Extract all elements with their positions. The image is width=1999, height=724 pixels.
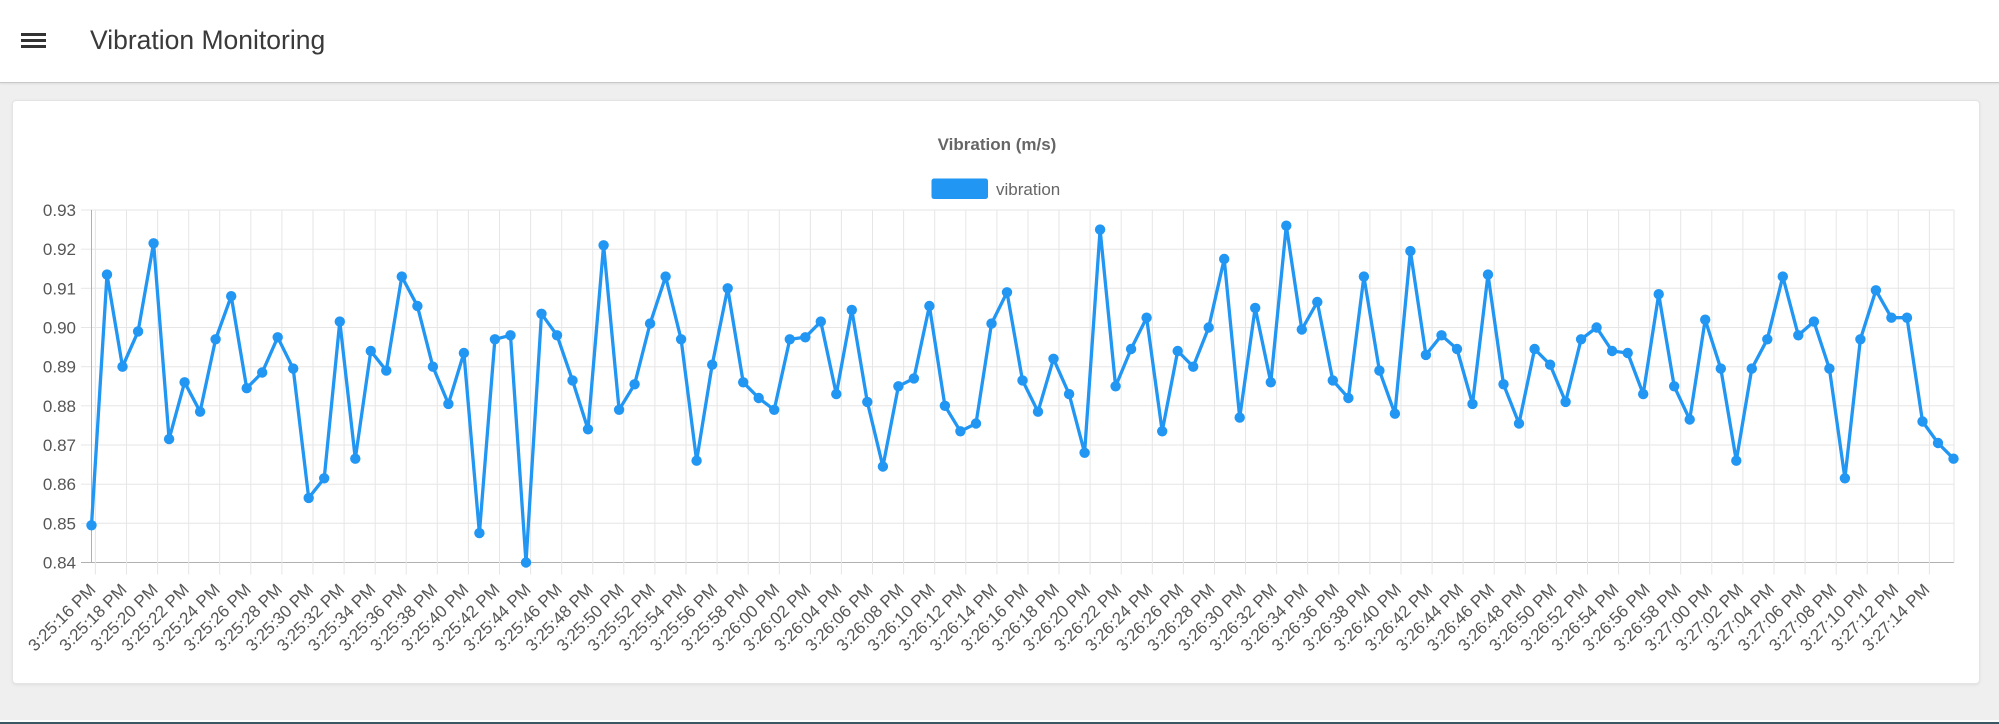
svg-text:0.93: 0.93 [43, 201, 76, 220]
svg-text:Vibration (m/s): Vibration (m/s) [938, 135, 1057, 154]
svg-text:0.86: 0.86 [43, 475, 76, 494]
svg-text:0.90: 0.90 [43, 319, 76, 338]
svg-text:vibration: vibration [996, 180, 1060, 199]
svg-text:0.84: 0.84 [43, 554, 76, 573]
svg-text:0.91: 0.91 [43, 279, 76, 298]
svg-text:0.85: 0.85 [43, 514, 76, 533]
svg-text:0.88: 0.88 [43, 397, 76, 416]
svg-text:0.92: 0.92 [43, 240, 76, 259]
svg-text:0.89: 0.89 [43, 358, 76, 377]
svg-text:0.87: 0.87 [43, 436, 76, 455]
